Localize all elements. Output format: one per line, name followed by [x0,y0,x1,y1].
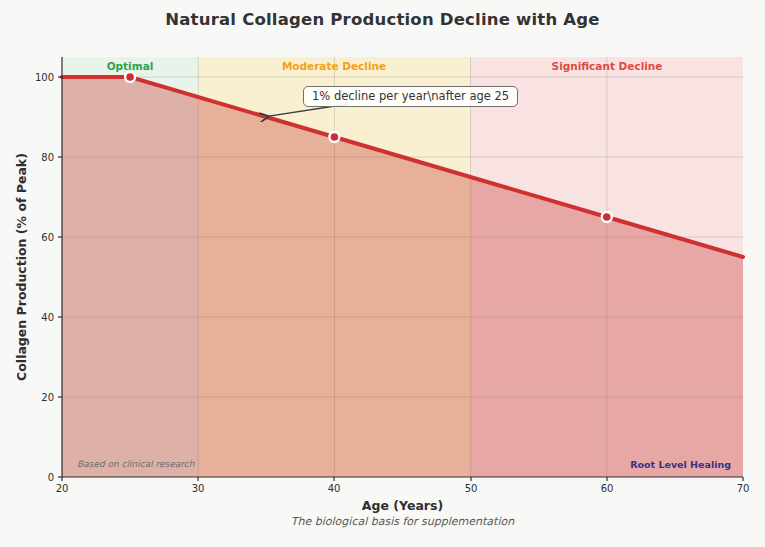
x-tick: 20 [56,483,69,494]
x-tick: 50 [465,483,478,494]
x-tick: 40 [328,483,341,494]
y-tick: 20 [41,392,54,403]
collagen-decline-chart: Natural Collagen Production Decline with… [0,0,765,547]
y-tick: 100 [35,72,54,83]
zone-label-optimal: Optimal [107,60,154,72]
footnote-clinical-research: Based on clinical research [77,459,194,469]
footnote-root-level-healing: Root Level Healing [630,459,731,470]
zone-label-significant-decline: Significant Decline [552,60,663,72]
y-tick: 0 [48,472,54,483]
y-tick: 80 [41,152,54,163]
x-tick: 70 [737,483,750,494]
data-point-marker [125,72,135,82]
y-axis-label: Collagen Production (% of Peak) [14,153,29,381]
y-tick-labels: 0 20 40 60 80 100 [35,72,54,483]
data-point-marker [329,132,339,142]
chart-subtitle: The biological basis for supplementation [62,515,743,528]
y-tick: 60 [41,232,54,243]
x-tick: 30 [192,483,205,494]
data-point-marker [602,212,612,222]
annotation-callout: 1% decline per year\nafter age 25 [303,86,518,107]
x-tick: 60 [601,483,614,494]
x-tick-labels: 20 30 40 50 60 70 [56,483,750,494]
y-tick: 40 [41,312,54,323]
x-axis-label: Age (Years) [62,498,743,513]
zone-label-moderate-decline: Moderate Decline [282,60,386,72]
